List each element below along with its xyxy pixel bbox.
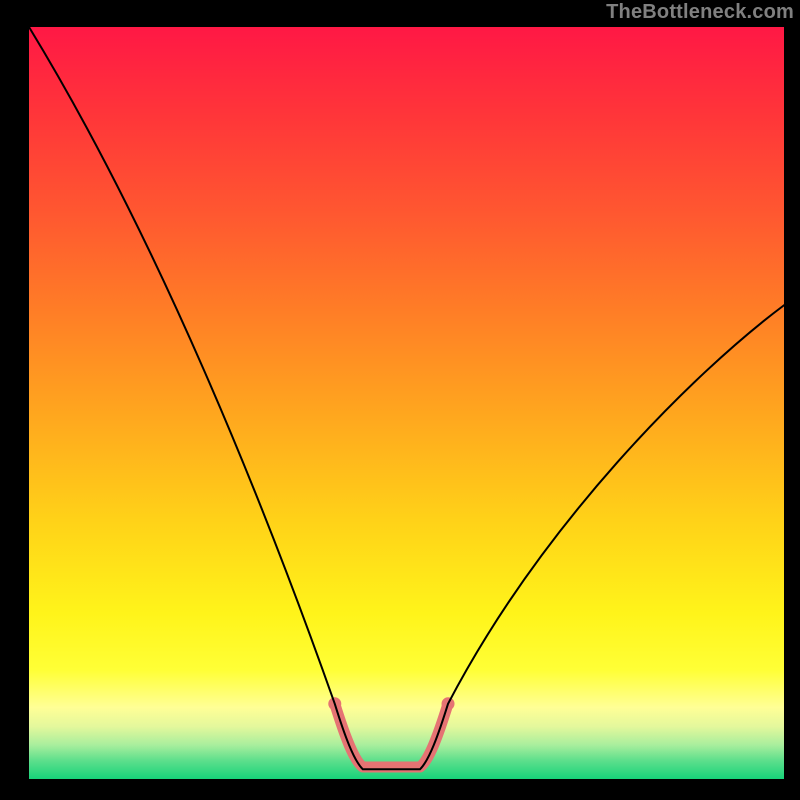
watermark-label: TheBottleneck.com — [606, 1, 794, 24]
chart-svg — [0, 0, 800, 800]
plot-background — [29, 27, 784, 779]
stage: TheBottleneck.com — [0, 0, 800, 800]
